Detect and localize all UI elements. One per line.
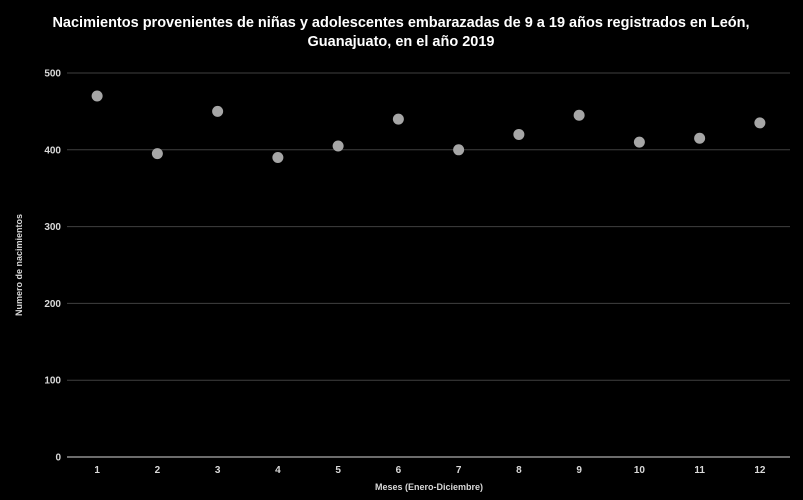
x-tick-label: 8 — [516, 465, 522, 476]
chart-title-line2: Guanajuato, en el año 2019 — [308, 34, 495, 50]
x-tick-label: 6 — [396, 465, 402, 476]
x-tick-labels: 1 2 3 4 5 6 7 8 9 10 11 12 — [94, 465, 766, 476]
y-tick-label: 100 — [44, 376, 61, 387]
y-tick-labels: 0 100 200 300 400 500 — [44, 69, 61, 464]
x-tick-label: 9 — [576, 465, 582, 476]
x-axis-title: Meses (Enero-Diciembre) — [375, 482, 483, 492]
y-tick-label: 500 — [44, 69, 61, 80]
x-tick-label: 3 — [215, 465, 221, 476]
y-tick-label: 300 — [44, 222, 61, 233]
y-tick-label: 0 — [55, 453, 61, 464]
chart-title-line1: Nacimientos provenientes de niñas y adol… — [52, 15, 749, 31]
data-point — [754, 117, 766, 129]
data-point — [91, 90, 103, 102]
x-tick-label: 7 — [456, 465, 462, 476]
data-point — [272, 151, 284, 163]
data-point — [332, 140, 344, 152]
data-point — [694, 132, 706, 144]
x-tick-label: 11 — [694, 465, 705, 476]
data-point — [633, 136, 645, 148]
data-point — [151, 148, 163, 160]
y-tick-label: 400 — [44, 145, 61, 156]
data-point — [212, 105, 224, 117]
data-points — [91, 90, 766, 163]
x-tick-label: 12 — [754, 465, 766, 476]
x-tick-label: 2 — [155, 465, 161, 476]
data-point — [392, 113, 404, 125]
x-tick-label: 5 — [335, 465, 341, 476]
data-point — [573, 109, 585, 121]
data-point — [453, 144, 465, 156]
y-axis-title: Numero de nacimientos — [14, 214, 24, 316]
x-tick-label: 10 — [634, 465, 646, 476]
gridlines — [67, 72, 790, 381]
x-tick-label: 4 — [275, 465, 281, 476]
data-point — [513, 128, 525, 140]
y-tick-label: 200 — [44, 299, 61, 310]
x-tick-label: 1 — [94, 465, 100, 476]
